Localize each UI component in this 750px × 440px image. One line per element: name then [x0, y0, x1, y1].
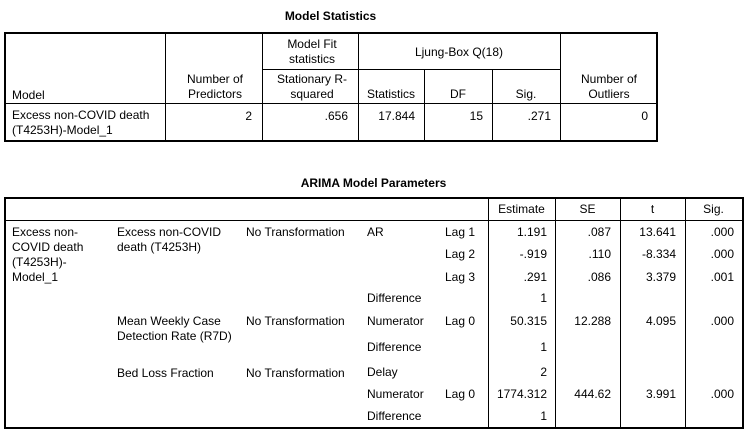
arima-cell-type: Delay — [367, 365, 398, 379]
arima-cell-estimate: 1.191 — [516, 225, 547, 239]
cell-r2: .656 — [324, 109, 348, 123]
arima-cell-lag: Lag 0 — [445, 314, 476, 328]
arima-cell-estimate: 2 — [540, 365, 547, 379]
arima-cell-sig: .001 — [710, 270, 734, 284]
arima-cell-lag: Lag 3 — [445, 270, 476, 284]
var-transform: No Transformation — [246, 225, 345, 239]
cell-predictors: 2 — [245, 109, 252, 123]
cell-statistics: 17.844 — [378, 109, 415, 123]
var-name: Mean Weekly Case Detection Rate (R7D) — [117, 314, 232, 343]
arima-cell-type: Difference — [367, 409, 422, 423]
header-df: DF — [450, 87, 466, 101]
arima-cell-type: Difference — [367, 340, 422, 354]
cell-df: 15 — [469, 109, 483, 123]
arima-cell-lag: Lag 2 — [445, 247, 476, 261]
arima-cell-sig: .000 — [710, 247, 734, 261]
header-r2: Stationary R-squared — [276, 72, 348, 101]
header-predictors: Number of Predictors — [186, 72, 244, 101]
arima-cell-t: -8.334 — [641, 247, 676, 261]
var-transform: No Transformation — [246, 366, 345, 380]
header-statistics: Statistics — [366, 87, 415, 101]
model-statistics-table — [4, 32, 658, 142]
arima-table — [4, 197, 744, 429]
header-se: SE — [579, 202, 596, 216]
arima-cell-type: AR — [367, 225, 384, 239]
arima-cell-lag: Lag 1 — [445, 225, 476, 239]
header-model: Model — [12, 88, 45, 102]
arima-cell-estimate: 1 — [540, 291, 547, 305]
arima-cell-sig: .000 — [710, 314, 734, 328]
arima-model: Excess non-COVID death (T4253H)-Model_1 — [12, 225, 84, 284]
arima-cell-se: .086 — [587, 270, 611, 284]
header-t: t — [650, 202, 655, 216]
arima-cell-type: Numerator — [367, 387, 424, 401]
arima-cell-t: 4.095 — [645, 314, 676, 328]
arima-cell-t: 3.379 — [645, 270, 676, 284]
arima-cell-sig: .000 — [710, 387, 734, 401]
var-transform: No Transformation — [246, 314, 345, 328]
arima-cell-estimate: 1774.312 — [496, 387, 547, 401]
arima-cell-sig: .000 — [710, 225, 734, 239]
arima-title: ARIMA Model Parameters — [300, 176, 447, 190]
var-name: Excess non-COVID death (T4253H) — [117, 225, 222, 254]
var-name: Bed Loss Fraction — [117, 366, 214, 380]
cell-sig: .271 — [527, 109, 551, 123]
arima-cell-se: 444.62 — [574, 387, 611, 401]
arima-cell-estimate: .291 — [523, 270, 547, 284]
header-estimate: Estimate — [498, 202, 545, 216]
model-statistics-title: Model Statistics — [284, 9, 377, 23]
cell-model: Excess non-COVID death (T4253H)-Model_1 — [12, 108, 150, 137]
header-ljung-group: Ljung-Box Q(18) — [414, 45, 504, 59]
header-fit-group: Model Fit statistics — [287, 37, 337, 66]
arima-cell-se: .087 — [587, 225, 611, 239]
arima-cell-t: 3.991 — [645, 387, 676, 401]
header-sig: Sig. — [703, 202, 724, 216]
arima-cell-type: Numerator — [367, 314, 424, 328]
arima-cell-type: Difference — [367, 291, 422, 305]
arima-cell-t: 13.641 — [639, 225, 676, 239]
cell-outliers: 0 — [641, 109, 648, 123]
arima-cell-estimate: 1 — [540, 409, 547, 423]
arima-cell-estimate: 50.315 — [510, 314, 547, 328]
arima-cell-estimate: 1 — [540, 340, 547, 354]
header-outliers: Number of Outliers — [580, 72, 638, 101]
header-sig: Sig. — [515, 87, 537, 101]
arima-cell-se: .110 — [588, 247, 611, 261]
arima-cell-se: 12.288 — [574, 314, 611, 328]
arima-cell-lag: Lag 0 — [445, 387, 476, 401]
arima-cell-estimate: -.919 — [519, 247, 547, 261]
